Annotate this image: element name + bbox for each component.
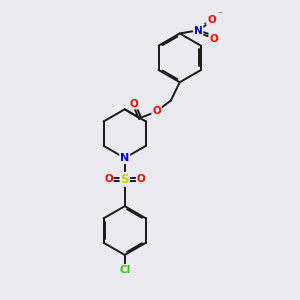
Text: O: O [129,99,138,109]
Text: O: O [104,174,113,184]
Text: N: N [120,153,129,163]
Text: ⁻: ⁻ [217,11,222,21]
Text: N: N [194,26,203,35]
Text: O: O [207,15,216,25]
Text: S: S [121,173,129,186]
Text: +: + [202,21,208,27]
Text: Cl: Cl [119,265,130,275]
Text: O: O [209,34,218,44]
Text: O: O [152,106,161,116]
Text: O: O [137,174,146,184]
